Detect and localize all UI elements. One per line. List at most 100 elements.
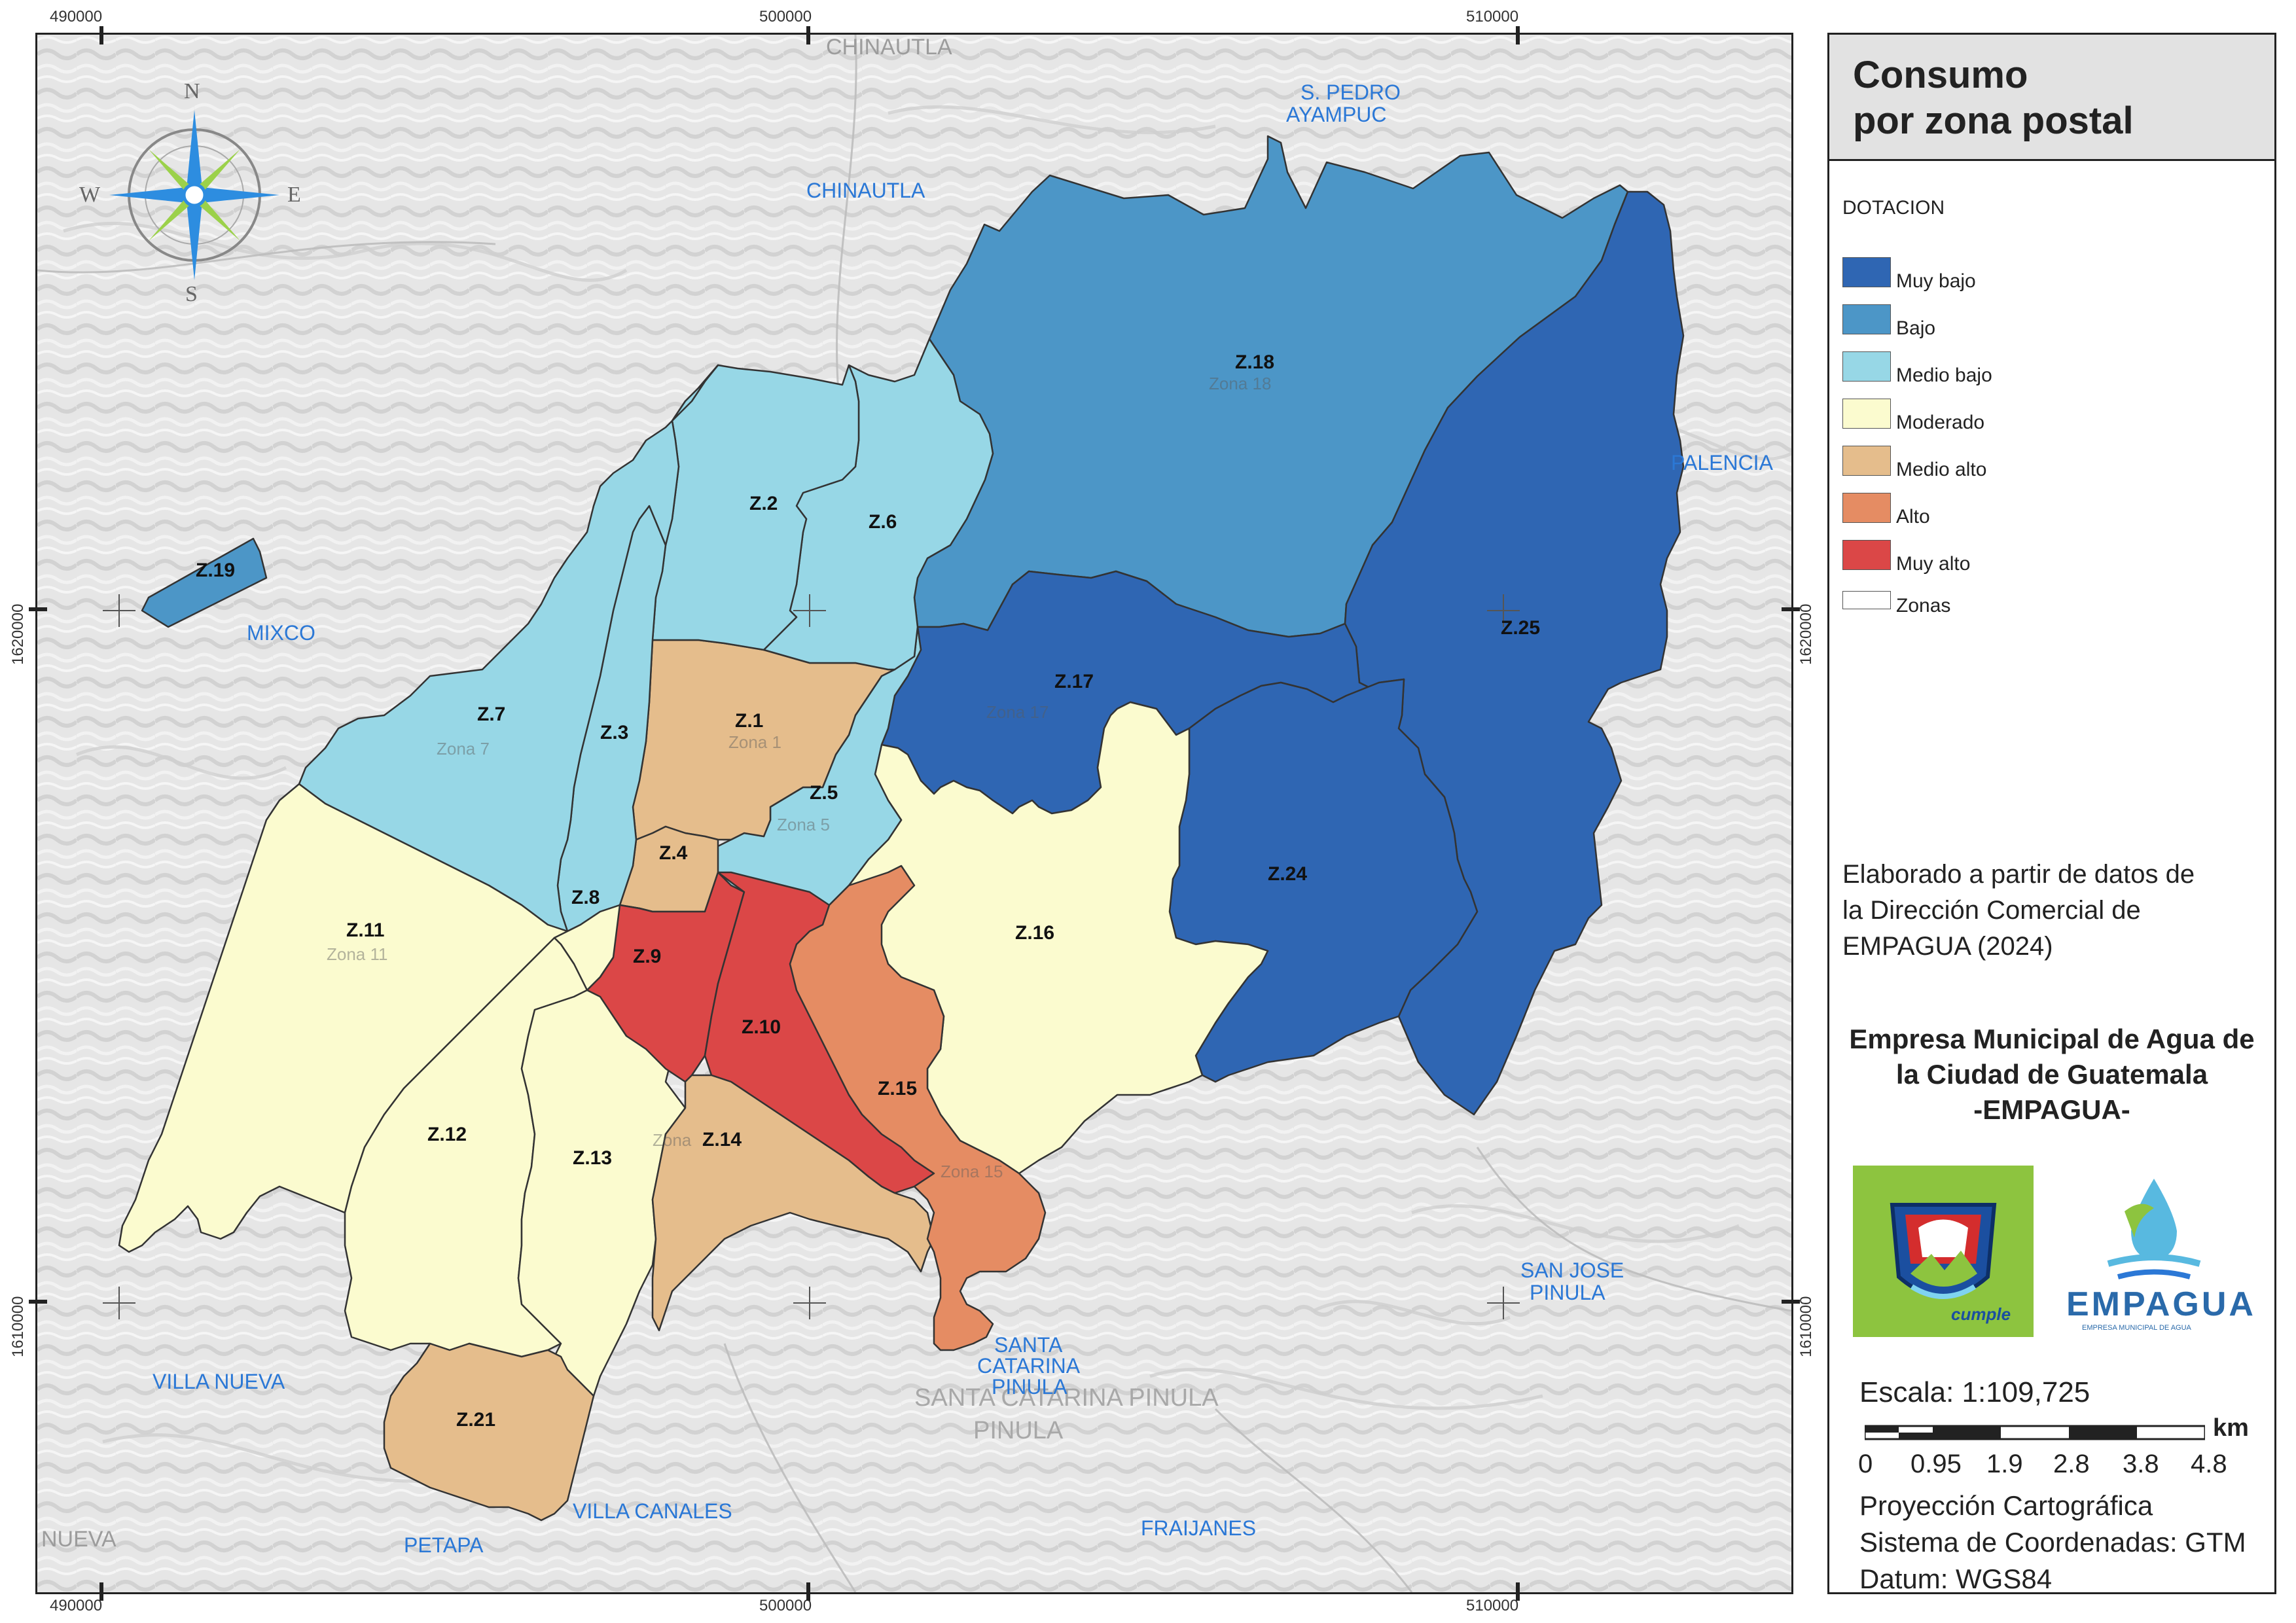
- source-note-line: EMPAGUA (2024): [1842, 932, 2053, 961]
- legend-item: Zonas: [1842, 587, 2261, 618]
- zone-label: Z.25: [1501, 617, 1541, 639]
- place-chinautla: CHINAUTLA: [806, 179, 925, 202]
- zone-label: Z.17: [1054, 671, 1094, 692]
- coord-top-1: 490000: [50, 8, 103, 26]
- zone-21[interactable]: [383, 1342, 595, 1522]
- zone-ghost-label: Zona 11: [327, 944, 388, 964]
- frame-tick: [1782, 1300, 1800, 1304]
- zone-label: Z.8: [571, 887, 600, 908]
- municipality-logo: cumple: [1853, 1166, 2034, 1337]
- place-villa-canales: VILLA CANALES: [573, 1499, 732, 1523]
- frame-tick: [1516, 1582, 1520, 1601]
- source-note: Elaborado a partir de datos de la Direcc…: [1842, 857, 2261, 965]
- relief-texture: [63, 105, 1791, 1483]
- scale-unit: km: [2213, 1414, 2249, 1442]
- zone-ghost-label: Zona: [653, 1130, 692, 1150]
- zone-ghost-label: Zona 5: [777, 815, 830, 834]
- legend-item: Medio alto: [1842, 446, 2261, 480]
- zone-label: Z.18: [1235, 351, 1275, 373]
- compass-w-label: W: [79, 183, 101, 207]
- place-chinautla-top: CHINAUTLA: [826, 35, 952, 60]
- place-palencia: PALENCIA: [1671, 451, 1773, 474]
- zone-19[interactable]: [141, 537, 268, 628]
- scale-text: Escala: 1:109,725: [1859, 1376, 2090, 1408]
- zone-ghost-label: Zona 7: [437, 739, 490, 758]
- legend-panel: Consumo por zona postal DOTACION Muy baj…: [1827, 33, 2276, 1594]
- scale-tick-label: 2.8: [2053, 1450, 2090, 1478]
- org-line: -EMPAGUA-: [1973, 1094, 2130, 1125]
- map-frame[interactable]: N E S W Z.1 Zona 1 Z.2 Z.3 Z.4 Z.5 Zona 5 Z.6 Z.…: [35, 33, 1793, 1594]
- compass-e-label: E: [287, 183, 301, 207]
- legend-title: por zona postal: [1853, 99, 2134, 142]
- empagua-logo-text: EMPAGUA: [2066, 1285, 2256, 1323]
- shield-icon: [1890, 1203, 1997, 1299]
- zone-label: Z.1: [735, 710, 764, 732]
- place-san-jose-2: PINULA: [1530, 1281, 1605, 1304]
- zone-label: Z.24: [1268, 863, 1308, 885]
- legend-label: Moderado: [1896, 412, 1985, 433]
- legend-item: Muy alto: [1842, 540, 2261, 575]
- scale-tick-label: 4.8: [2191, 1450, 2227, 1478]
- coord-bottom-2: 500000: [759, 1597, 812, 1614]
- legend-swatch: [1842, 351, 1891, 382]
- compass-s-label: S: [185, 282, 198, 306]
- empagua-logo: EMPAGUA EMPRESA MUNICIPAL DE AGUA: [2056, 1172, 2253, 1336]
- coord-left-2: 1610000: [9, 1296, 27, 1357]
- zone-label: Z.7: [477, 704, 506, 725]
- legend-item: Muy bajo: [1842, 257, 2261, 292]
- legend-item: Moderado: [1842, 399, 2261, 433]
- legend-item: Bajo: [1842, 304, 2261, 339]
- scale-tick-label: 1.9: [1986, 1450, 2023, 1478]
- zone-label: Z.15: [878, 1078, 918, 1099]
- zone-label: Z.19: [196, 560, 236, 581]
- scale-tick-label: 0: [1858, 1450, 1873, 1478]
- frame-tick: [806, 26, 810, 45]
- place-santa-catarina-3: PINULA: [992, 1375, 1067, 1399]
- projection-line: Datum: WGS84: [1859, 1563, 2053, 1594]
- grid-crosses: [103, 594, 1520, 1319]
- zone-label: Z.10: [742, 1016, 781, 1038]
- coord-right-1: 1620000: [1797, 603, 1815, 665]
- place-mixco: MIXCO: [247, 621, 315, 645]
- municipality-logo-text: cumple: [1951, 1304, 2011, 1324]
- frame-tick: [1782, 607, 1800, 611]
- north-arrow-compass: [109, 110, 279, 280]
- coord-left-1: 1620000: [9, 603, 27, 665]
- zone-label: Z.9: [633, 946, 662, 967]
- zone-label: Z.14: [702, 1129, 742, 1150]
- zone-label: Z.13: [573, 1147, 613, 1169]
- legend-swatch: [1842, 493, 1891, 523]
- zone-15[interactable]: [789, 865, 1047, 1351]
- frame-tick: [806, 1582, 810, 1601]
- zone-14[interactable]: [651, 1074, 935, 1332]
- coord-bottom-1: 490000: [50, 1597, 103, 1614]
- map-canvas[interactable]: [37, 35, 1791, 1592]
- org-line: la Ciudad de Guatemala: [1895, 1059, 2208, 1090]
- legend-swatch: [1842, 257, 1891, 287]
- coord-bottom-3: 510000: [1466, 1597, 1519, 1614]
- place-fraijanes: FRAIJANES: [1141, 1516, 1257, 1540]
- place-santa-catarina-ghost-2: PINULA: [973, 1417, 1064, 1444]
- place-san-pedro-2: AYAMPUC: [1286, 103, 1387, 126]
- legend-swatch: [1842, 540, 1891, 570]
- zone-label: Z.21: [456, 1409, 496, 1431]
- frame-tick: [99, 1582, 103, 1601]
- zone-label: Z.3: [600, 722, 629, 743]
- place-santa-catarina-2: CATARINA: [977, 1354, 1081, 1378]
- legend-label: Muy bajo: [1896, 270, 1976, 292]
- zone-ghost-label: Zona 18: [1209, 374, 1272, 393]
- zone-ghost-label: Zona 17: [986, 702, 1049, 722]
- water-drop-icon: [2107, 1179, 2201, 1279]
- zone-label: Z.2: [749, 493, 778, 514]
- legend-swatch: [1842, 399, 1891, 429]
- coord-top-2: 500000: [759, 8, 812, 26]
- roads: [37, 35, 1791, 1592]
- legend-label: Zonas: [1896, 595, 1951, 616]
- place-san-jose-1: SAN JOSE: [1520, 1258, 1624, 1282]
- legend-subtitle: DOTACION: [1842, 197, 1945, 219]
- legend-item: Medio bajo: [1842, 351, 2261, 386]
- coord-top-3: 510000: [1466, 8, 1519, 26]
- source-note-line: la Dirección Comercial de: [1842, 896, 2141, 925]
- legend-header: Consumo por zona postal: [1829, 35, 2274, 161]
- zone-label: Z.11: [346, 919, 385, 941]
